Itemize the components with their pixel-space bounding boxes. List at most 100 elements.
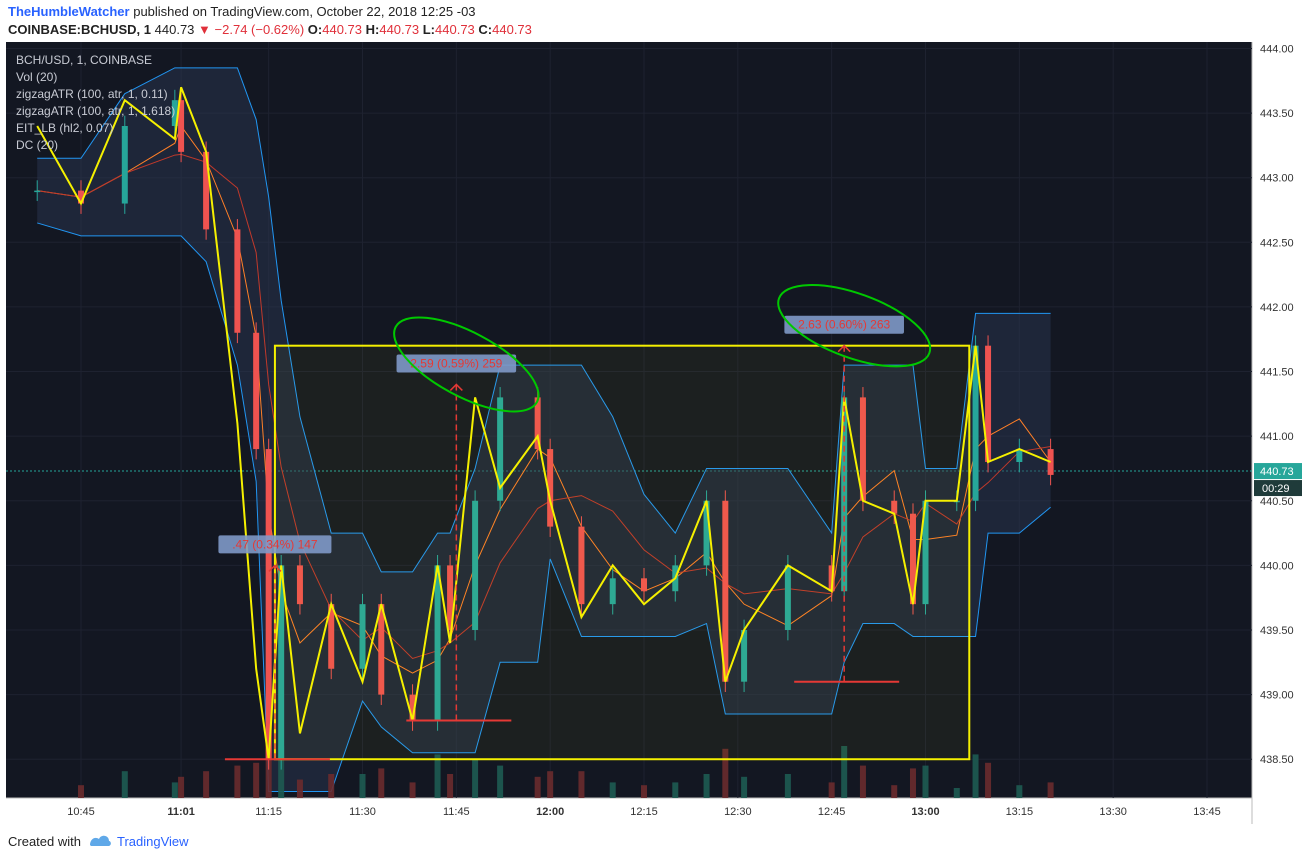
legend-entry: DC (20) bbox=[16, 138, 58, 152]
symbol-label[interactable]: COINBASE:BCHUSD, 1 bbox=[8, 22, 152, 37]
time-tick-label: 13:00 bbox=[911, 806, 939, 818]
volume-bar bbox=[641, 785, 647, 798]
chart-area[interactable]: 2.59 (0.59%) 259 2.63 (0.60%) 263 .47 (0.3… bbox=[6, 42, 1306, 824]
volume-bar bbox=[1047, 782, 1054, 798]
volume-bar bbox=[703, 774, 710, 798]
published-text: published on TradingView.com, October 22… bbox=[133, 4, 476, 19]
candle-body bbox=[121, 126, 128, 204]
volume-bar bbox=[328, 774, 335, 798]
candle-body bbox=[328, 604, 335, 669]
measure-arrow-icon bbox=[837, 344, 851, 353]
time-axis[interactable]: 10:45 11:01 11:15 11:30 11:45 12:00 12:15 12:30… bbox=[67, 806, 1221, 818]
volume-bar bbox=[534, 776, 541, 798]
time-tick-label: 11:45 bbox=[443, 806, 470, 818]
ohlc-key-h: H: bbox=[365, 22, 380, 37]
volume-bar bbox=[253, 762, 260, 798]
time-tick-label: 10:45 bbox=[67, 806, 95, 818]
legend-entry: zigzagATR (100, atr, 1, 0.11) bbox=[16, 87, 168, 101]
candle-body bbox=[985, 345, 992, 462]
volume-bar bbox=[672, 782, 679, 798]
price-axis[interactable]: 444.00 443.50 443.00 442.50 442.00 441.50 441.… bbox=[1254, 43, 1302, 766]
time-tick-label: 12:00 bbox=[536, 806, 564, 818]
legend-entry: zigzagATR (100, atr, 1, 1.618) bbox=[16, 104, 175, 118]
author-link[interactable]: TheHumbleWatcher bbox=[8, 4, 130, 19]
price-tick-label: 439.50 bbox=[1260, 625, 1294, 637]
volume-bar bbox=[722, 748, 729, 798]
highlight-ellipse[interactable] bbox=[381, 299, 552, 431]
legend-entry: Vol (20) bbox=[16, 70, 57, 84]
ohlc-high: 440.73 bbox=[379, 22, 420, 37]
volume-bar bbox=[891, 785, 898, 798]
volume-bar bbox=[121, 771, 128, 798]
ohlc-key-c: C: bbox=[478, 22, 493, 37]
last-price-badge bbox=[1254, 463, 1302, 480]
price-chart[interactable]: 2.59 (0.59%) 259 2.63 (0.60%) 263 .47 (0.3… bbox=[6, 42, 1306, 824]
price-tick-label: 440.00 bbox=[1260, 560, 1294, 572]
highlight-ellipse[interactable] bbox=[768, 268, 940, 383]
candle-body bbox=[703, 500, 710, 566]
footer: Created with TradingView bbox=[0, 826, 1311, 859]
price-tick-label: 441.50 bbox=[1260, 367, 1294, 379]
candle-body bbox=[784, 565, 791, 630]
time-tick-label: 11:15 bbox=[255, 806, 282, 818]
candle-body bbox=[547, 449, 554, 527]
price-tick-label: 443.50 bbox=[1260, 108, 1294, 120]
chart-header: TheHumbleWatcher published on TradingVie… bbox=[0, 0, 1311, 42]
candle-body bbox=[741, 630, 748, 682]
volume-bar bbox=[447, 774, 454, 798]
measure-label: 2.63 (0.60%) 263 bbox=[798, 318, 890, 332]
last-price-label: 440.73 bbox=[1260, 466, 1294, 478]
candle-body bbox=[972, 345, 979, 501]
measure-arrow-icon bbox=[449, 383, 463, 391]
candle-body bbox=[859, 397, 866, 501]
price-scale-background bbox=[1252, 42, 1306, 824]
candle-body bbox=[409, 694, 416, 721]
created-with-label: Created with bbox=[8, 834, 81, 849]
ohlc-key-o: O: bbox=[307, 22, 323, 37]
volume-bar bbox=[859, 765, 866, 798]
red-ma-line bbox=[37, 153, 1051, 659]
volume-bar bbox=[1016, 785, 1023, 798]
volume-bar bbox=[472, 760, 479, 798]
grid bbox=[6, 42, 1252, 798]
publish-line: TheHumbleWatcher published on TradingVie… bbox=[8, 4, 476, 19]
ohlc-key-l: L: bbox=[422, 22, 436, 37]
volume-bar bbox=[378, 768, 385, 798]
time-tick-label: 11:01 bbox=[167, 806, 195, 818]
volume-bar bbox=[296, 779, 303, 798]
volume-bar bbox=[828, 782, 835, 798]
candle-body bbox=[922, 500, 929, 605]
price-tick-label: 444.00 bbox=[1260, 43, 1294, 55]
measure-label: .47 (0.34%) 147 bbox=[232, 537, 318, 551]
candle-body bbox=[891, 500, 898, 514]
price-tick-label: 441.00 bbox=[1260, 431, 1294, 443]
price-tick-label: 442.00 bbox=[1260, 302, 1294, 314]
time-tick-label: 11:30 bbox=[349, 806, 376, 818]
ohlc-low: 440.73 bbox=[435, 22, 475, 37]
candle-body bbox=[534, 397, 541, 450]
orange-ma-line bbox=[37, 124, 1052, 674]
candle-body bbox=[34, 190, 41, 193]
candle-body bbox=[434, 565, 441, 721]
volume-bar bbox=[578, 771, 585, 798]
volume-bar bbox=[922, 765, 929, 798]
ohlc-close: 440.73 bbox=[492, 22, 532, 37]
last-price: 440.73 bbox=[154, 22, 195, 37]
drawings[interactable]: 2.59 (0.59%) 259 2.63 (0.60%) 263 .47 (0.3… bbox=[36, 86, 1051, 761]
price-change: −2.74 (−0.62%) bbox=[214, 22, 305, 37]
candle-body bbox=[278, 565, 285, 760]
channel-lower-line bbox=[37, 222, 1051, 793]
channel-band bbox=[37, 67, 1051, 792]
time-tick-label: 13:15 bbox=[1006, 806, 1034, 818]
tradingview-link[interactable]: TradingView bbox=[117, 834, 189, 849]
candle-body bbox=[909, 513, 916, 605]
candle-body bbox=[178, 100, 185, 152]
candle-body bbox=[1016, 449, 1023, 462]
volume-bar bbox=[909, 768, 916, 798]
tradingview-logo-icon[interactable] bbox=[88, 831, 112, 849]
candle-body bbox=[722, 500, 729, 682]
volume-bar bbox=[547, 771, 554, 798]
volume-bar bbox=[409, 782, 416, 798]
range-rectangle[interactable] bbox=[273, 344, 971, 761]
price-tick-label: 442.50 bbox=[1260, 237, 1294, 249]
